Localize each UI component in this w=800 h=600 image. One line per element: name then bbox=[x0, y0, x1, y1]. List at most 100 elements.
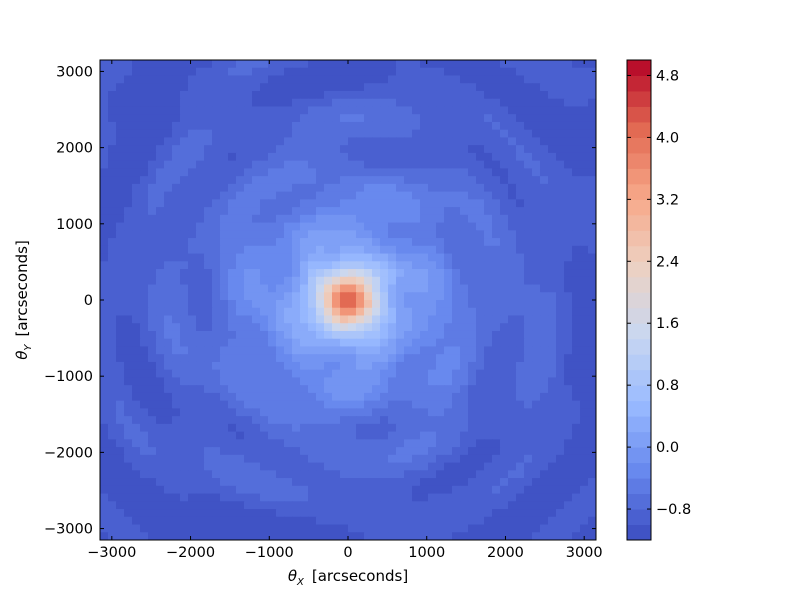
heatmap-cell bbox=[188, 454, 197, 464]
heatmap-cell bbox=[396, 152, 405, 162]
heatmap-cell bbox=[588, 98, 596, 108]
heatmap-cell bbox=[180, 439, 189, 448]
heatmap-cell bbox=[204, 323, 213, 332]
heatmap-cell bbox=[156, 346, 165, 355]
heatmap-cell bbox=[420, 485, 429, 495]
heatmap-cell bbox=[476, 462, 485, 471]
heatmap-cell bbox=[428, 392, 437, 402]
heatmap-cell bbox=[164, 121, 173, 131]
heatmap-cell bbox=[532, 431, 541, 440]
heatmap-cell bbox=[332, 532, 341, 540]
heatmap-cell bbox=[572, 253, 581, 262]
heatmap-cell bbox=[516, 392, 525, 402]
heatmap-cell bbox=[516, 253, 525, 262]
heatmap-cell bbox=[140, 121, 149, 131]
heatmap-cell bbox=[388, 439, 397, 448]
heatmap-cell bbox=[260, 207, 269, 216]
heatmap-cell bbox=[324, 392, 333, 402]
heatmap-cell bbox=[348, 532, 357, 540]
heatmap-cell bbox=[348, 292, 357, 301]
colorbar-tick-label: −0.8 bbox=[656, 502, 691, 518]
heatmap-cell bbox=[564, 230, 573, 239]
heatmap-cell bbox=[540, 238, 549, 247]
colorbar-band bbox=[627, 323, 651, 340]
heatmap-cell bbox=[372, 207, 381, 216]
heatmap-cell bbox=[308, 230, 317, 239]
heatmap-cell bbox=[284, 230, 293, 239]
heatmap-cell bbox=[140, 439, 149, 448]
heatmap-cell bbox=[476, 121, 485, 131]
heatmap-cell bbox=[164, 300, 173, 309]
heatmap-cell bbox=[404, 245, 413, 255]
heatmap-cell bbox=[572, 67, 581, 77]
heatmap-cell bbox=[276, 207, 285, 216]
heatmap-cell bbox=[124, 485, 133, 495]
heatmap-cell bbox=[572, 83, 581, 92]
heatmap-cell bbox=[180, 447, 189, 456]
heatmap-cell bbox=[412, 300, 421, 309]
heatmap-cell bbox=[428, 516, 437, 526]
heatmap-cell bbox=[132, 168, 141, 177]
heatmap-cell bbox=[340, 423, 349, 433]
heatmap-cell bbox=[108, 284, 117, 293]
heatmap-cell bbox=[324, 408, 333, 417]
heatmap-cell bbox=[556, 284, 565, 293]
heatmap-cell bbox=[180, 338, 189, 348]
heatmap-cell bbox=[236, 462, 245, 471]
heatmap-cell bbox=[236, 67, 245, 77]
heatmap-cell bbox=[428, 269, 437, 278]
heatmap-cell bbox=[220, 361, 229, 371]
heatmap-cell bbox=[540, 222, 549, 231]
heatmap-cell bbox=[308, 168, 317, 177]
heatmap-cell bbox=[308, 245, 317, 255]
heatmap-cell bbox=[188, 67, 197, 77]
heatmap-cell bbox=[188, 400, 197, 409]
heatmap-cell bbox=[268, 261, 277, 270]
heatmap-cell bbox=[180, 98, 189, 108]
heatmap-cell bbox=[332, 439, 341, 448]
heatmap-cell bbox=[476, 98, 485, 108]
heatmap-cell bbox=[292, 276, 301, 286]
heatmap-cell bbox=[260, 369, 269, 379]
heatmap-cell bbox=[380, 292, 389, 301]
heatmap-cell bbox=[100, 276, 109, 286]
heatmap-cell bbox=[500, 354, 509, 363]
heatmap-cell bbox=[140, 214, 149, 224]
heatmap-cell bbox=[140, 377, 149, 386]
heatmap-cell bbox=[324, 315, 333, 324]
heatmap-cell bbox=[532, 501, 541, 510]
heatmap-cell bbox=[380, 114, 389, 123]
heatmap-cell bbox=[516, 183, 525, 193]
heatmap-cell bbox=[108, 501, 117, 510]
heatmap-cell bbox=[132, 354, 141, 363]
heatmap-cell bbox=[332, 369, 341, 379]
heatmap-cell bbox=[428, 230, 437, 239]
heatmap-cell bbox=[580, 509, 589, 518]
heatmap-cell bbox=[276, 323, 285, 332]
heatmap-cell bbox=[428, 168, 437, 177]
heatmap-cell bbox=[316, 501, 325, 510]
heatmap-cell bbox=[564, 485, 573, 495]
heatmap-cell bbox=[548, 385, 557, 394]
heatmap-cell bbox=[324, 493, 333, 502]
heatmap-cell bbox=[172, 276, 181, 286]
heatmap-cell bbox=[260, 67, 269, 77]
heatmap-cell bbox=[460, 106, 469, 115]
heatmap-cell bbox=[260, 501, 269, 510]
heatmap-cell bbox=[268, 493, 277, 502]
heatmap-cell bbox=[460, 121, 469, 131]
heatmap-cell bbox=[516, 532, 525, 540]
heatmap-cell bbox=[540, 137, 549, 146]
heatmap-cell bbox=[372, 121, 381, 131]
heatmap-cell bbox=[100, 168, 109, 177]
heatmap-cell bbox=[132, 230, 141, 239]
heatmap-cell bbox=[588, 462, 596, 471]
heatmap-cell bbox=[380, 222, 389, 231]
heatmap-cell bbox=[292, 98, 301, 108]
heatmap-cell bbox=[244, 431, 253, 440]
heatmap-cell bbox=[220, 199, 229, 208]
heatmap-cell bbox=[580, 129, 589, 139]
heatmap-cell bbox=[436, 423, 445, 433]
heatmap-cell bbox=[420, 454, 429, 464]
